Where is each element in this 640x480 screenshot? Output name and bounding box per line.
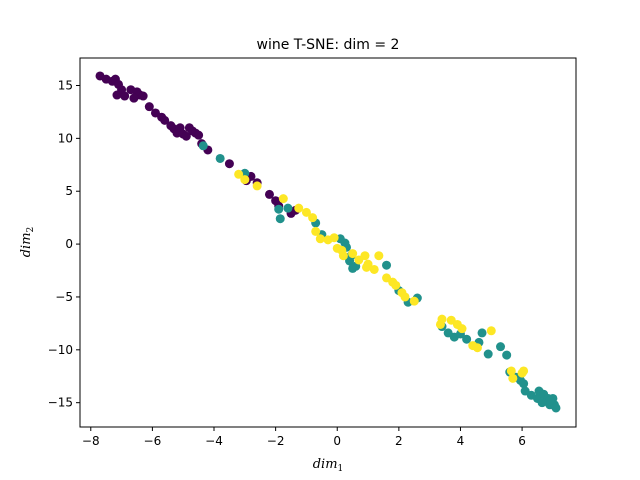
scatter-point [545,396,555,406]
x-tick-label: −6 [144,434,162,448]
scatter-point [308,213,318,223]
points-layer [95,71,561,413]
scatter-point [240,175,250,185]
scatter-point [160,115,170,125]
scatter-point [517,368,527,378]
x-tick-label: 0 [333,434,341,448]
scatter-point [181,131,191,141]
y-tick-label: 10 [58,131,73,145]
scatter-point [462,334,472,344]
scatter-point [198,141,208,151]
scatter-point [138,91,148,101]
scatter-point [274,204,284,214]
x-axis-label-base: dim [313,457,338,472]
scatter-point [508,373,518,383]
scatter-point [283,203,293,213]
y-tick-label: −5 [55,290,73,304]
scatter-point [519,379,529,389]
scatter-point [391,280,401,290]
scatter-point [329,233,339,243]
plot-frame [79,57,577,428]
scatter-point [129,93,139,103]
scatter-point [120,91,130,101]
scatter-point [472,343,482,353]
y-tick-label: −10 [48,343,73,357]
x-tick-label: 6 [518,434,526,448]
y-axis-ticks: −15 −10 −5 0 5 10 15 [48,78,80,410]
y-tick-label: 15 [58,78,73,92]
scatter-point [194,130,204,140]
x-axis-label: dim1 [313,457,344,474]
scatter-point [483,349,493,359]
scatter-point [374,251,384,261]
x-tick-label: −4 [205,434,223,448]
x-tick-label: 4 [457,434,465,448]
scatter-point [362,262,372,272]
scatter-point [278,194,288,204]
scatter-point [234,169,244,179]
scatter-point [360,251,370,261]
scatter-point [215,153,225,163]
scatter-point [457,324,467,334]
scatter-point [294,203,304,213]
scatter-point [486,326,496,336]
scatter-point [400,292,410,302]
scatter-point [537,398,547,408]
y-axis-label-base: dim [19,232,34,257]
scatter-point [301,207,311,217]
scatter-point [496,342,506,352]
scatter-point [477,328,487,338]
y-axis-label: dim2 [19,227,36,258]
scatter-point [506,366,516,376]
scatter-point [112,90,122,100]
scatter-point [551,403,561,413]
y-tick-label: 5 [65,184,73,198]
scatter-point [435,319,445,329]
scatter-point [348,263,358,273]
scatter-point [338,251,348,261]
scatter-point [348,249,358,259]
scatter-point [264,189,274,199]
x-tick-label: −8 [82,434,100,448]
scatter-point [252,181,262,191]
x-axis-label-sub: 1 [338,464,344,474]
scatter-point [315,234,325,244]
scatter-point [275,214,285,224]
x-axis-ticks: −8 −6 −4 −2 0 2 4 6 [82,427,526,448]
y-tick-label: 0 [65,237,73,251]
chart-title: wine T-SNE: dim = 2 [257,37,400,53]
scatter-point [443,328,453,338]
x-tick-label: −2 [267,434,285,448]
scatter-point [311,226,321,236]
scatter-point [382,260,392,270]
scatter-point [369,264,379,274]
scatter-point [224,159,234,169]
scatter-point [502,350,512,360]
scatter-point [144,102,154,112]
scatter-point [409,296,419,306]
scatter-point [345,256,355,266]
y-tick-label: −15 [48,396,73,410]
y-axis-label-sub: 2 [26,227,36,233]
x-tick-label: 2 [395,434,403,448]
